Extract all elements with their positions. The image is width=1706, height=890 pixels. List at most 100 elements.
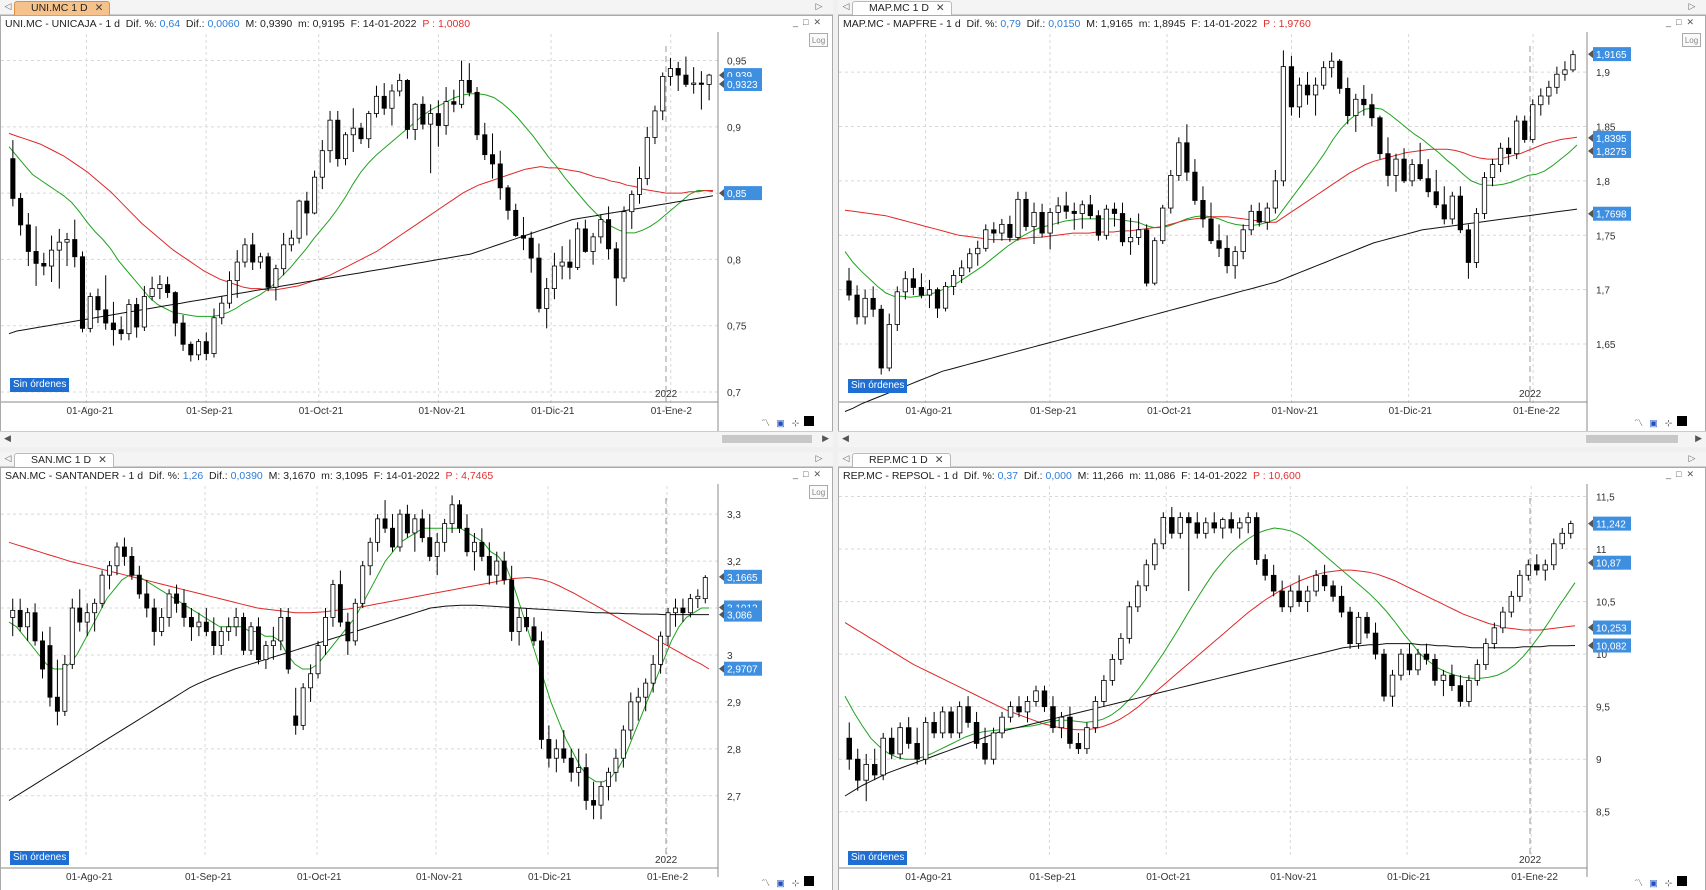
close-icon[interactable]: ✕ xyxy=(98,454,107,466)
price-tag-label: 0,9323 xyxy=(727,80,758,91)
save-icon[interactable]: ▣ xyxy=(1649,878,1658,888)
tab-scroll-right-icon[interactable]: ▷ xyxy=(1688,1,1696,11)
chart-type-icon[interactable]: 〽 xyxy=(760,418,770,428)
tab-rep[interactable]: REP.MC 1 D ✕ xyxy=(852,453,951,467)
candle-up xyxy=(428,113,434,125)
tab-scroll-right-icon[interactable]: ▷ xyxy=(815,1,823,11)
candle-down xyxy=(1192,171,1198,201)
candle-up xyxy=(1135,585,1141,608)
close-icon[interactable]: ✕ xyxy=(94,2,104,14)
candlestick-chart[interactable]: 3,33,23,132,92,82,701-Ago-2101-Sep-2101-… xyxy=(1,468,832,890)
window-buttons[interactable]: _□✕ xyxy=(793,17,826,27)
price-tag-label: 10,253 xyxy=(1596,624,1627,635)
tab-scroll-left-icon[interactable]: ◁ xyxy=(4,453,12,463)
candle-up xyxy=(196,341,202,356)
scroll-right-icon[interactable]: ▶ xyxy=(822,433,829,443)
scroll-right-icon[interactable]: ▶ xyxy=(1695,433,1702,443)
x-tick-label: 01-Oct-21 xyxy=(1146,872,1191,883)
candle-up xyxy=(922,722,929,760)
symbol-label: SAN.MC - SANTANDER - 1 d xyxy=(5,470,144,482)
save-icon[interactable]: ▣ xyxy=(776,418,785,428)
chart-toolbar[interactable]: 〽 ▣ ⊹ xyxy=(757,416,814,429)
candle-down xyxy=(1457,195,1463,231)
chart-toolbar[interactable]: 〽 ▣ ⊹ xyxy=(757,876,814,889)
color-square-icon[interactable] xyxy=(804,876,814,886)
y-tick-label: 3,2 xyxy=(727,557,741,568)
close-icon[interactable]: ✕ xyxy=(934,454,944,466)
candle-up xyxy=(471,541,477,553)
candle-down xyxy=(134,304,140,328)
window-buttons[interactable]: _□✕ xyxy=(793,469,826,479)
candlestick-chart[interactable]: 1,9 1,85 1,8 1,75 1,7 1,65 01-Ago-21 01-Sep-21 0… xyxy=(839,16,1705,447)
color-square-icon[interactable] xyxy=(804,416,814,426)
x-tick-label: 01-Ene-2 xyxy=(651,406,693,417)
candle-down xyxy=(606,219,612,250)
tab-scroll-left-icon[interactable]: ◁ xyxy=(842,1,850,11)
price-tag-label: 10,87 xyxy=(1596,559,1621,570)
crosshair-icon[interactable]: ⊹ xyxy=(1664,878,1673,888)
horizontal-scrollbar[interactable]: ◀ ▶ xyxy=(838,431,1706,447)
candle-down xyxy=(466,80,472,93)
scroll-thumb[interactable] xyxy=(1586,435,1678,443)
candle-up xyxy=(1047,212,1053,234)
price-tag-label: 1,8395 xyxy=(1596,134,1627,145)
candlestick-chart[interactable]: 0,95 0,9 0,85 0,8 0,75 0,7 01-Ago-21 01-Sep-21 0… xyxy=(1,16,832,447)
tab-scroll-right-icon[interactable]: ▷ xyxy=(1688,453,1696,463)
scroll-thumb[interactable] xyxy=(722,435,812,443)
chart-area[interactable]: SAN.MC - SANTANDER - 1 d Dif. %: 1,26 Di… xyxy=(0,467,833,890)
chart-toolbar[interactable]: 〽 ▣ ⊹ xyxy=(1630,416,1687,429)
candle-down xyxy=(18,198,24,226)
candle-down xyxy=(1211,522,1217,529)
price-tag xyxy=(1593,47,1631,62)
log-scale-button[interactable]: Log xyxy=(809,33,828,47)
close-icon[interactable]: ✕ xyxy=(935,2,945,14)
y-tick-label: 0,7 xyxy=(727,388,741,399)
log-scale-button[interactable]: Log xyxy=(1682,33,1701,47)
color-square-icon[interactable] xyxy=(1677,876,1687,886)
candle-down xyxy=(17,609,23,628)
moving-average-slow xyxy=(844,208,1578,412)
candle-down xyxy=(1457,685,1464,702)
candle-up xyxy=(1440,674,1447,681)
scroll-left-icon[interactable]: ◀ xyxy=(4,433,11,443)
horizontal-scrollbar[interactable]: ◀ ▶ xyxy=(0,431,833,447)
crosshair-icon[interactable]: ⊹ xyxy=(791,418,800,428)
tab-uni[interactable]: UNI.MC 1 D ✕ xyxy=(14,1,111,15)
candlestick-chart[interactable]: 11,5 11 10,5 10 9,5 9 8,5 01-Ago-21 01-Sep-21 01-… xyxy=(839,468,1705,890)
candle-up xyxy=(1118,637,1124,660)
price-tag-arrow-icon xyxy=(1588,50,1593,59)
crosshair-icon[interactable]: ⊹ xyxy=(791,878,800,888)
log-scale-button[interactable]: Log xyxy=(809,485,828,499)
dif-label: Dif.: xyxy=(185,18,205,30)
candle-up xyxy=(1525,564,1532,576)
tab-scroll-right-icon[interactable]: ▷ xyxy=(815,453,823,463)
candle-down xyxy=(1270,574,1277,592)
save-icon[interactable]: ▣ xyxy=(776,878,785,888)
chart-toolbar[interactable]: 〽 ▣ ⊹ xyxy=(1630,876,1687,889)
color-square-icon[interactable] xyxy=(1677,416,1687,426)
chart-area[interactable]: MAP.MC - MAPFRE - 1 d Dif. %: 0,79 Dif.:… xyxy=(838,15,1706,447)
candle-down xyxy=(520,235,526,239)
candle-up xyxy=(590,236,596,252)
candle-up xyxy=(352,602,358,642)
chart-area[interactable]: UNI.MC - UNICAJA - 1 d Dif. %: 0,64 Dif.… xyxy=(0,15,833,447)
crosshair-icon[interactable]: ⊹ xyxy=(1664,418,1673,428)
chart-type-icon[interactable]: 〽 xyxy=(760,878,770,888)
window-buttons[interactable]: _□✕ xyxy=(1666,469,1699,479)
scroll-left-icon[interactable]: ◀ xyxy=(842,433,849,443)
x-tick-label: 01-Nov-21 xyxy=(416,872,463,883)
price-tag-label: 1,7698 xyxy=(1596,210,1627,221)
tab-scroll-left-icon[interactable]: ◁ xyxy=(4,1,12,11)
save-icon[interactable]: ▣ xyxy=(1649,418,1658,428)
window-buttons[interactable]: _□✕ xyxy=(1666,17,1699,27)
tab-san[interactable]: SAN.MC 1 D ✕ xyxy=(14,453,114,467)
tab-map[interactable]: MAP.MC 1 D ✕ xyxy=(852,1,952,15)
chart-type-icon[interactable]: 〽 xyxy=(1633,418,1643,428)
p-value: P : 4,7465 xyxy=(445,470,494,482)
candle-up xyxy=(559,261,565,267)
chart-type-icon[interactable]: 〽 xyxy=(1633,878,1643,888)
tab-scroll-left-icon[interactable]: ◁ xyxy=(842,453,850,463)
chart-area[interactable]: REP.MC - REPSOL - 1 d Dif. %: 0,37 Dif.:… xyxy=(838,467,1706,890)
x-tick-label: 01-Dic-21 xyxy=(531,406,575,417)
candle-down xyxy=(54,696,60,712)
